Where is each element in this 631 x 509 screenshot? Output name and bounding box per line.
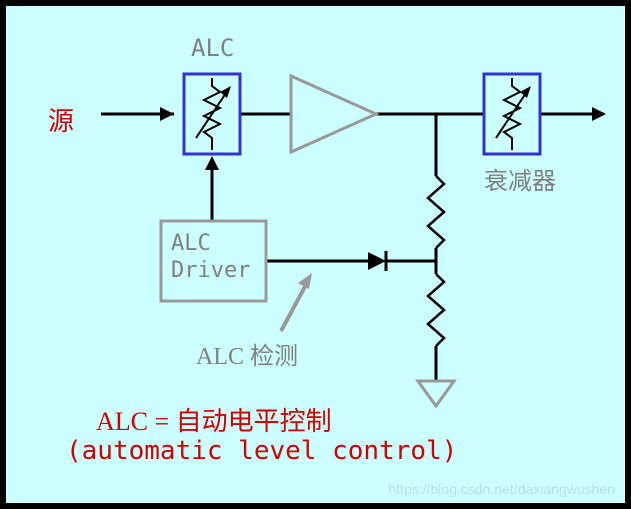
label-source: 源 [48, 101, 74, 138]
arrowhead-output [592, 107, 606, 121]
label-alc-top: ALC [191, 34, 234, 62]
ground-symbol [418, 381, 454, 406]
annotation-arrow-line [281, 281, 308, 331]
arrowhead-source [160, 107, 174, 121]
label-alc-driver-1: ALC [171, 231, 211, 256]
resistor-1 [428, 176, 444, 248]
label-alc-driver-2: Driver [171, 258, 250, 283]
label-attenuator: 衰减器 [484, 161, 556, 196]
diagram-frame: 源 ALC 衰减器 ALC Driver ALC 检测 ALC = 自动电平控制… [0, 0, 631, 509]
amplifier [291, 76, 376, 152]
caption-line-2: (automatic level control) [66, 436, 457, 466]
annotation-arrowhead [298, 273, 312, 289]
watermark: https://blog.csdn.net/daxiangwushen [389, 481, 616, 497]
resistor-2 [428, 274, 444, 346]
label-alc-detect: ALC 检测 [196, 336, 298, 371]
diode-anode [368, 252, 386, 270]
caption-line-1: ALC = 自动电平控制 [96, 401, 332, 438]
arrowhead-alc-up [205, 156, 219, 170]
